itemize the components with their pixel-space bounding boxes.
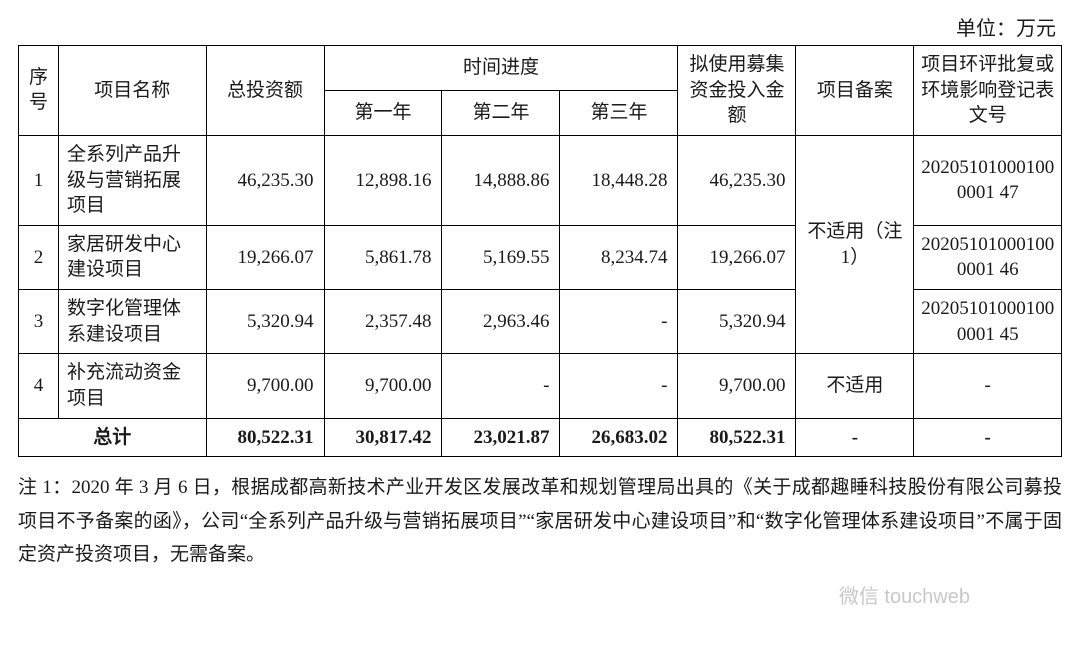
cell-doc: - [914, 354, 1062, 418]
total-invest: 80,522.31 [206, 418, 324, 457]
cell-doc: 202051010001000001 46 [914, 225, 1062, 289]
cell-seq: 1 [19, 135, 59, 225]
col-filing: 项目备案 [796, 46, 914, 136]
cell-y3: - [560, 354, 678, 418]
cell-total-invest: 9,700.00 [206, 354, 324, 418]
cell-y2: 2,963.46 [442, 290, 560, 354]
col-time-schedule: 时间进度 [324, 46, 678, 91]
col-seq: 序号 [19, 46, 59, 136]
cell-y2: 5,169.55 [442, 225, 560, 289]
cell-filing: 不适用 [796, 354, 914, 418]
total-row: 总计 80,522.31 30,817.42 23,021.87 26,683.… [19, 418, 1062, 457]
cell-filing-merged: 不适用（注 1） [796, 135, 914, 353]
investment-table: 序号 项目名称 总投资额 时间进度 拟使用募集资金投入金额 项目备案 项目环评批… [18, 45, 1062, 457]
table-row: 4 补充流动资金项目 9,700.00 9,700.00 - - 9,700.0… [19, 354, 1062, 418]
total-y2: 23,021.87 [442, 418, 560, 457]
cell-y3: 8,234.74 [560, 225, 678, 289]
cell-name: 家居研发中心建设项目 [59, 225, 206, 289]
cell-total-invest: 19,266.07 [206, 225, 324, 289]
table-row: 1 全系列产品升级与营销拓展项目 46,235.30 12,898.16 14,… [19, 135, 1062, 225]
total-y3: 26,683.02 [560, 418, 678, 457]
watermark: 微信 touchweb [839, 580, 970, 609]
cell-seq: 2 [19, 225, 59, 289]
cell-y1: 9,700.00 [324, 354, 442, 418]
col-year2: 第二年 [442, 90, 560, 135]
cell-y2: - [442, 354, 560, 418]
cell-use-raised: 19,266.07 [678, 225, 796, 289]
cell-name: 数字化管理体系建设项目 [59, 290, 206, 354]
cell-y3: 18,448.28 [560, 135, 678, 225]
cell-doc: 202051010001000001 47 [914, 135, 1062, 225]
cell-use-raised: 46,235.30 [678, 135, 796, 225]
total-use-raised: 80,522.31 [678, 418, 796, 457]
header-row-1: 序号 项目名称 总投资额 时间进度 拟使用募集资金投入金额 项目备案 项目环评批… [19, 46, 1062, 91]
cell-y3: - [560, 290, 678, 354]
col-year3: 第三年 [560, 90, 678, 135]
total-y1: 30,817.42 [324, 418, 442, 457]
cell-use-raised: 5,320.94 [678, 290, 796, 354]
col-name: 项目名称 [59, 46, 206, 136]
cell-total-invest: 5,320.94 [206, 290, 324, 354]
cell-seq: 3 [19, 290, 59, 354]
total-filing: - [796, 418, 914, 457]
unit-label: 单位：万元 [18, 12, 1062, 41]
col-use-raised: 拟使用募集资金投入金额 [678, 46, 796, 136]
cell-total-invest: 46,235.30 [206, 135, 324, 225]
total-label: 总计 [19, 418, 207, 457]
col-eia-doc: 项目环评批复或环境影响登记表文号 [914, 46, 1062, 136]
cell-use-raised: 9,700.00 [678, 354, 796, 418]
cell-seq: 4 [19, 354, 59, 418]
col-year1: 第一年 [324, 90, 442, 135]
cell-y1: 5,861.78 [324, 225, 442, 289]
cell-y1: 2,357.48 [324, 290, 442, 354]
cell-y2: 14,888.86 [442, 135, 560, 225]
total-doc: - [914, 418, 1062, 457]
cell-name: 补充流动资金项目 [59, 354, 206, 418]
col-total-invest: 总投资额 [206, 46, 324, 136]
footnote: 注 1：2020 年 3 月 6 日，根据成都高新技术产业开发区发展改革和规划管… [18, 471, 1062, 571]
cell-doc: 202051010001000001 45 [914, 290, 1062, 354]
cell-name: 全系列产品升级与营销拓展项目 [59, 135, 206, 225]
cell-y1: 12,898.16 [324, 135, 442, 225]
